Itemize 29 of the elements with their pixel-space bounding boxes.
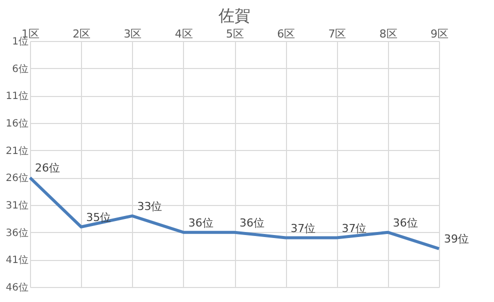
chart-title: 佐賀 [218, 6, 250, 25]
data-label: 26位 [35, 162, 60, 175]
data-label: 36位 [392, 216, 418, 230]
line-series [28, 176, 440, 250]
x-tick-label: 4区 [174, 28, 193, 40]
data-label: 39位 [444, 232, 469, 246]
x-tick-label: 9区 [430, 28, 448, 40]
y-tick-label: 41位 [6, 254, 28, 266]
data-label: 36位 [188, 216, 214, 230]
y-tick-label: 46位 [6, 282, 28, 294]
x-tick-label: 2区 [72, 28, 91, 40]
y-tick-label: 11位 [6, 90, 28, 102]
y-tick-label: 16位 [6, 118, 28, 130]
y-tick-label: 1位 [12, 36, 28, 48]
y-tick-label: 26位 [6, 172, 28, 184]
x-tick-label: 7区 [328, 28, 346, 40]
data-label: 37位 [290, 222, 316, 235]
x-tick-label: 6区 [277, 28, 296, 40]
data-label: 36位 [240, 216, 264, 230]
x-tick-label: 5区 [226, 28, 244, 40]
y-tick-label: 31位 [6, 200, 28, 212]
y-tick-label: 21位 [6, 144, 28, 157]
x-tick-label: 8区 [379, 28, 398, 40]
x-tick-label: 3区 [124, 28, 142, 40]
y-tick-label: 6位 [12, 62, 28, 75]
data-label: 37位 [342, 222, 367, 235]
y-tick-label: 36位 [6, 226, 28, 239]
data-label: 35位 [86, 210, 112, 224]
data-label: 33位 [137, 200, 162, 213]
